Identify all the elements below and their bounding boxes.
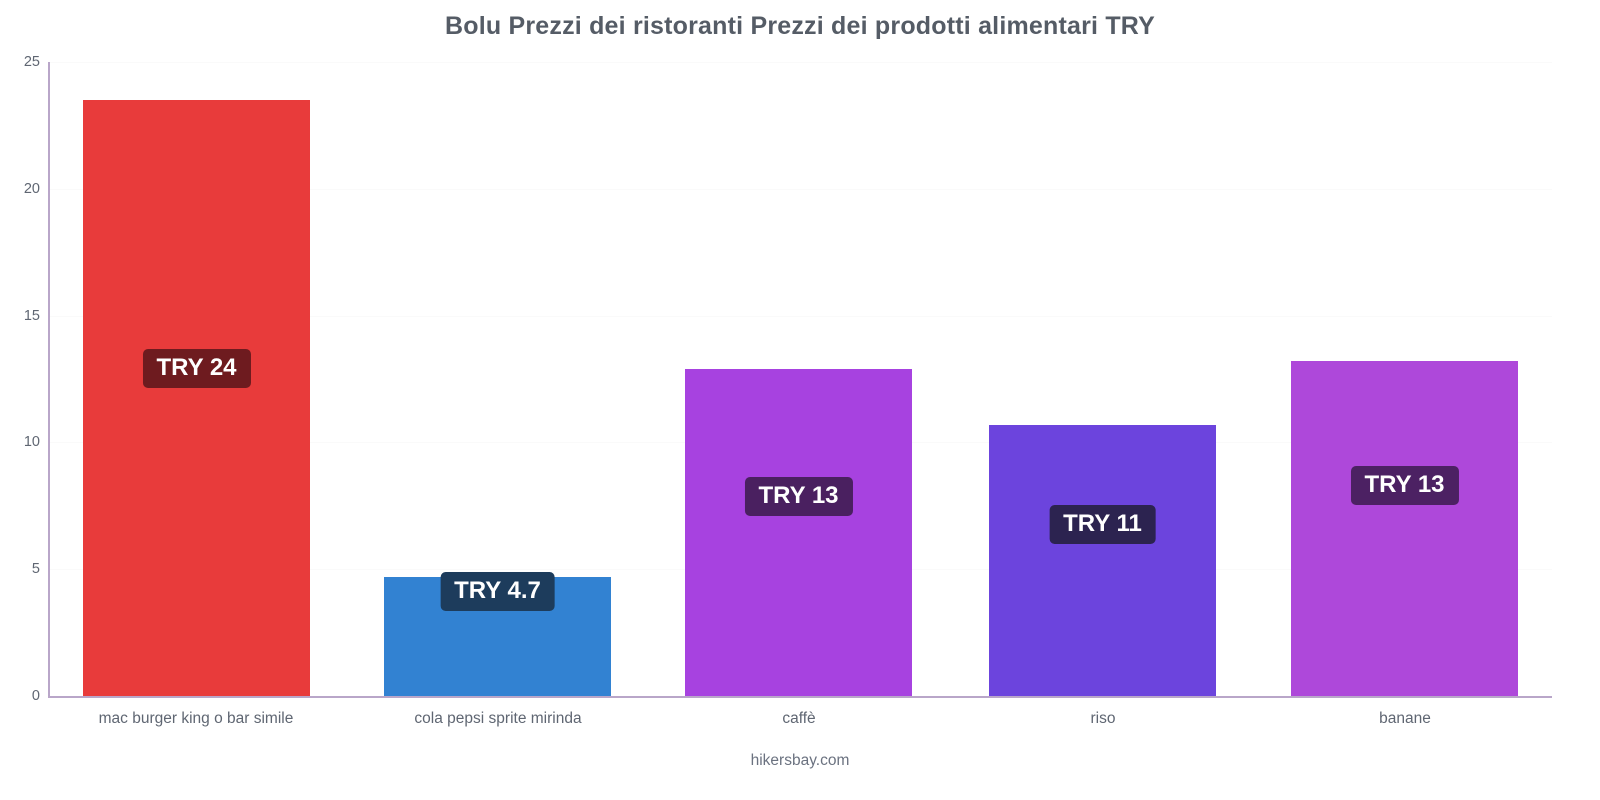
bar-banane[interactable]: TRY 13 — [1291, 361, 1518, 696]
bar-value-label: TRY 24 — [142, 348, 251, 388]
x-tick-label-1: cola pepsi sprite mirinda — [414, 710, 582, 727]
plot-area: 25 20 15 10 5 0 TRY 24 TRY 4.7 TRY 13 TR… — [24, 54, 1552, 727]
bar-caffe[interactable]: TRY 13 — [685, 368, 912, 696]
bar-riso[interactable]: TRY 11 — [989, 424, 1216, 696]
bar-value-label: TRY 13 — [1350, 466, 1459, 506]
x-tick-label-4: banane — [1379, 710, 1431, 727]
gridline — [48, 188, 1552, 190]
y-tick-label-0: 0 — [31, 688, 40, 704]
source-watermark: hikersbay.com — [750, 752, 850, 769]
bar-mac-burger-king-o-bar-simile[interactable]: TRY 24 — [83, 99, 310, 696]
x-tick-label-3: riso — [1090, 710, 1116, 727]
bar-value-label: TRY 11 — [1049, 504, 1156, 544]
bar-value-label: TRY 13 — [744, 476, 853, 516]
y-tick-label-10: 10 — [23, 434, 40, 451]
chart-title: Bolu Prezzi dei ristoranti Prezzi dei pr… — [445, 12, 1155, 40]
x-tick-label-2: caffè — [782, 710, 816, 727]
y-tick-label-5: 5 — [31, 561, 40, 578]
y-tick-label-25: 25 — [23, 54, 40, 70]
bar-cola-pepsi-sprite-mirinda[interactable]: TRY 4.7 — [384, 571, 611, 696]
x-axis-line — [48, 696, 1552, 698]
gridline — [48, 62, 1552, 63]
gridline — [48, 315, 1552, 317]
bar-value-label: TRY 4.7 — [440, 571, 555, 611]
y-tick-label-20: 20 — [23, 180, 40, 197]
x-tick-label-0: mac burger king o bar simile — [98, 710, 294, 727]
y-tick-label-15: 15 — [23, 307, 40, 324]
y-axis-line — [48, 62, 50, 698]
